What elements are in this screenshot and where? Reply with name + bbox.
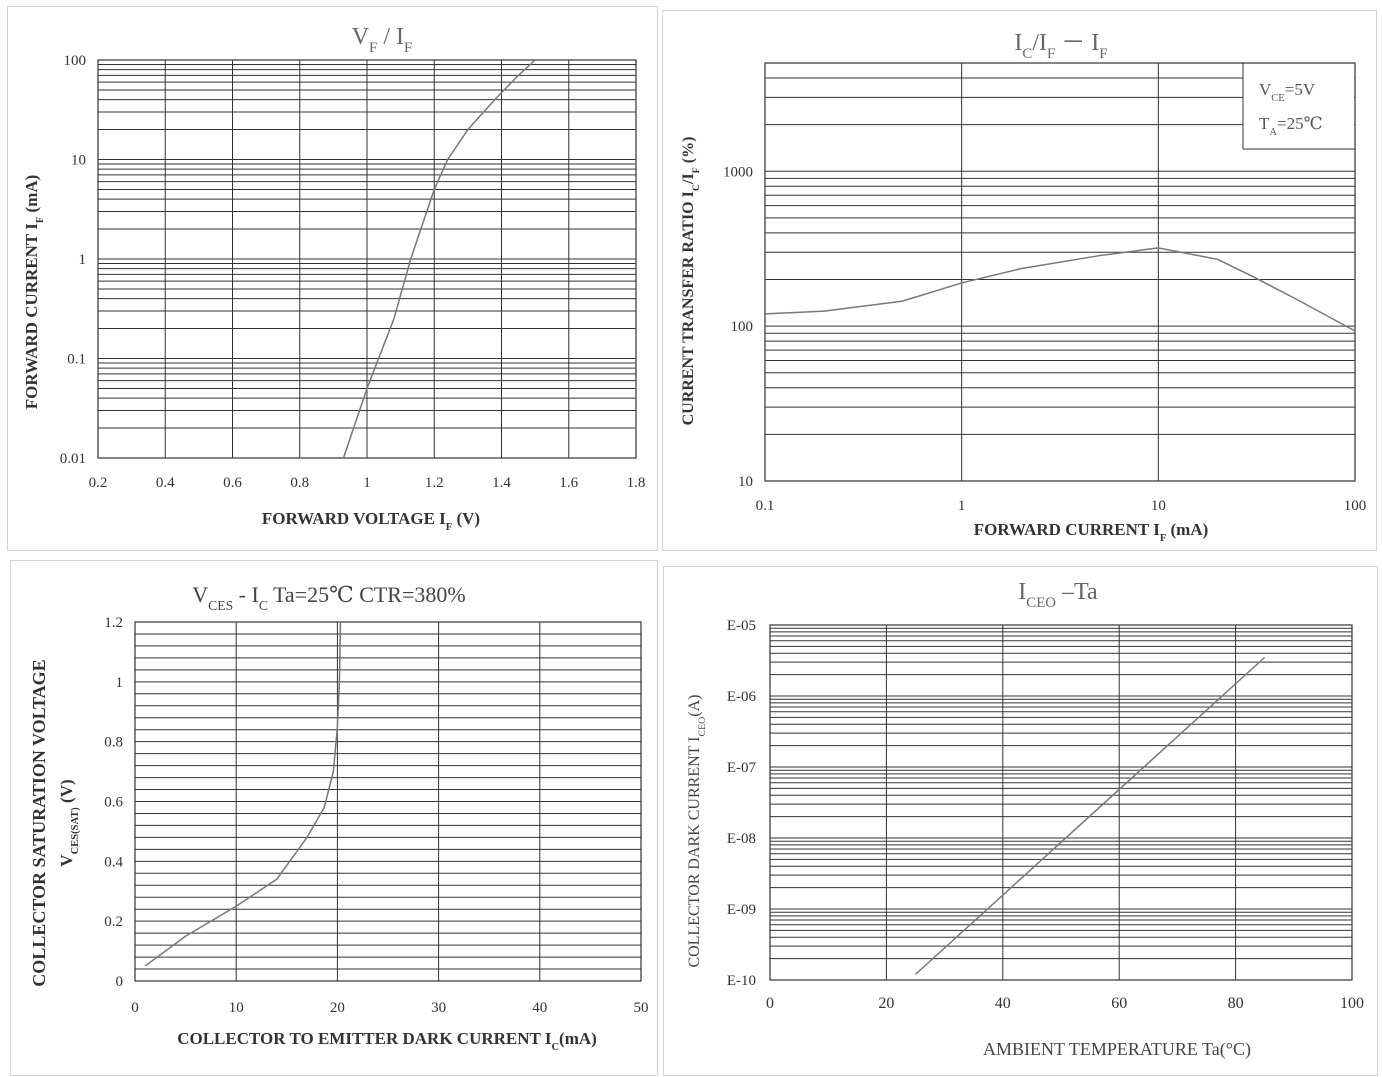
chart-panel-iceo-ta: 0 20 40 60 80 100 E-10 E-09 E-08 E-07 E-06 E-05 ICEO…: [663, 566, 1378, 1076]
y-tick-label: 0.6: [104, 795, 123, 811]
y-tick-label: E-10: [727, 973, 756, 989]
y-tick-label: 0.4: [104, 854, 123, 870]
x-axis-label: FORWARD CURRENT IF (mA): [974, 520, 1209, 544]
x-tick-label: 0: [131, 1000, 139, 1016]
y-tick-label: 0.1: [67, 352, 86, 368]
x-tick-label: 0.4: [156, 475, 175, 491]
x-tick-label: 1: [958, 498, 966, 514]
x-tick-label: 1.2: [425, 475, 444, 491]
x-tick-label: 60: [1111, 995, 1127, 1012]
y-axis-label: COLLECTOR DARK CURRENT ICEO(A): [686, 694, 708, 967]
x-axis-label: FORWARD VOLTAGE IF (V): [262, 509, 480, 533]
chart-panel-vf-if: 0.2 0.4 0.6 0.8 1 1.2 1.4 1.6 1.8 0.01 0.1 1 10 100 VF…: [7, 6, 658, 551]
y-tick-label: E-09: [727, 902, 756, 918]
x-tick-label: 0.2: [89, 475, 108, 491]
legend-box: [1243, 73, 1354, 149]
y-tick-label: E-05: [727, 618, 756, 634]
chart-title: VF / IF: [352, 24, 413, 56]
y-tick-label: 0.01: [60, 451, 86, 467]
y-tick-label: 1000: [723, 164, 753, 180]
chart-iceo-ta: 0 20 40 60 80 100 E-10 E-09 E-08 E-07 E-06 E-05 ICEO…: [686, 579, 1364, 1060]
series-line-vf-if: [342, 59, 536, 459]
x-tick-label: 20: [878, 995, 894, 1012]
y-axis-label: COLLECTOR SATURATION VOLTAGE: [29, 659, 49, 986]
y-tick-label: 1: [79, 252, 87, 268]
x-tick-label: 1.4: [492, 475, 511, 491]
y-axis-label: FORWARD CURRENT IF (mA): [22, 175, 46, 410]
y-tick-label: 1.2: [104, 615, 123, 631]
chart-panel-ctr-if: 0.1 1 10 100 10 100 1000 VCE=5V TA=25℃ IC/IF － IF…: [662, 10, 1377, 551]
y-tick-label: 1: [116, 675, 124, 691]
x-tick-label: 40: [995, 995, 1011, 1012]
chart-ctr-if: 0.1 1 10 100 10 100 1000 VCE=5V TA=25℃ IC/IF － IF…: [680, 30, 1367, 544]
x-tick-label: 80: [1228, 995, 1244, 1012]
y-tick-label: E-07: [727, 760, 757, 776]
x-tick-label: 0: [766, 995, 774, 1012]
x-tick-label: 1.8: [627, 475, 646, 491]
chart-title: ICEO –Ta: [1018, 579, 1098, 611]
x-tick-label: 100: [1340, 995, 1364, 1012]
y-tick-label: 0.8: [104, 735, 123, 751]
y-tick-label: 0.2: [104, 914, 123, 930]
x-tick-label: 40: [532, 1000, 547, 1016]
y-axis-label: CURRENT TRANSFER RATIO IC/IF (%): [680, 137, 702, 426]
x-tick-label: 0.1: [756, 498, 775, 514]
legend-entry-ta: TA=25℃: [1259, 114, 1323, 138]
chart-vces-ic: 0 10 20 30 40 50 0 0.2 0.4 0.6 0.8 1 1.2 VCES - IC Ta…: [29, 582, 649, 1053]
y-tick-label: 100: [731, 319, 754, 335]
legend-entry-vce: VCE=5V: [1259, 80, 1316, 104]
y-tick-label: 100: [64, 53, 87, 69]
y-tick-label: 10: [738, 474, 753, 490]
plot-area: [769, 624, 1353, 981]
x-tick-label: 1.6: [559, 475, 578, 491]
x-tick-label: 1: [363, 475, 371, 491]
y-tick-label: 0: [116, 974, 124, 990]
x-tick-label: 50: [634, 1000, 649, 1016]
x-tick-label: 20: [330, 1000, 345, 1016]
chart-panel-vces-ic: 0 10 20 30 40 50 0 0.2 0.4 0.6 0.8 1 1.2 VCES - IC Ta…: [10, 560, 658, 1076]
x-tick-label: 10: [1151, 498, 1166, 514]
y-axis-label-2: VCES(SAT) (V): [57, 779, 81, 866]
x-tick-label: 30: [431, 1000, 446, 1016]
chart-title: IC/IF － IF: [1014, 30, 1107, 62]
chart-title: VCES - IC Ta=25℃ CTR=380%: [192, 582, 465, 613]
series-line-iceo: [914, 656, 1266, 975]
x-axis-label: COLLECTOR TO EMITTER DARK CURRENT IC(mA): [177, 1029, 597, 1053]
series-line-ctr: [764, 247, 1356, 332]
y-tick-label: E-06: [727, 689, 757, 705]
x-tick-label: 0.6: [223, 475, 242, 491]
x-axis-label: AMBIENT TEMPERATURE Ta(°C): [983, 1039, 1251, 1060]
x-tick-label: 10: [229, 1000, 244, 1016]
series-line-vces: [144, 621, 342, 967]
y-tick-label: 10: [71, 153, 86, 169]
x-tick-label: 100: [1344, 498, 1367, 514]
chart-vf-if: 0.2 0.4 0.6 0.8 1 1.2 1.4 1.6 1.8 0.01 0.1 1 10 100 VF…: [22, 24, 646, 533]
x-tick-label: 0.8: [290, 475, 309, 491]
y-tick-label: E-08: [727, 831, 756, 847]
